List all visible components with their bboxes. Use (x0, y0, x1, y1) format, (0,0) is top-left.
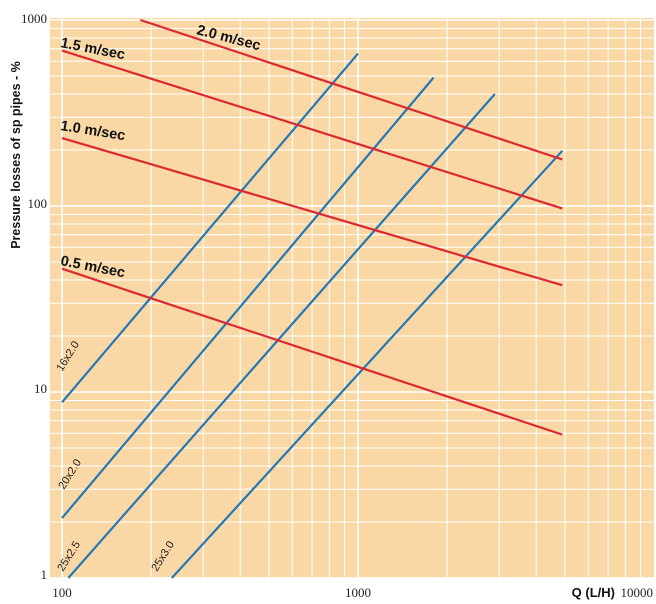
velocity-line-3 (61, 267, 563, 436)
x-tick-label-10000: 10000 (621, 585, 654, 600)
y-tick-label-10: 10 (34, 381, 47, 396)
plot-background (50, 18, 654, 578)
pipe-line-1 (61, 76, 435, 519)
velocity-line-1 (61, 49, 563, 210)
x-tick-label-1000: 1000 (345, 585, 371, 600)
y-tick-label-100: 100 (28, 196, 48, 211)
velocity-line-2 (61, 136, 563, 287)
y-tick-label-1: 1 (41, 567, 48, 582)
velocity-line-0 (140, 18, 563, 161)
velocity-series-group (61, 18, 563, 436)
x-axis-label: Q (L/H) (572, 585, 615, 600)
pipe-series-group (61, 52, 564, 579)
y-tick-label-1000: 1000 (21, 11, 47, 26)
pipe-line-2 (67, 93, 496, 579)
grid-lines (50, 18, 654, 579)
x-axis-ticks: 100 1000 10000 Q (L/H) (52, 585, 653, 600)
pipe-line-0 (61, 52, 359, 404)
pipe-line-3 (171, 150, 564, 579)
y-axis-label: Pressure losses of sp pipes - % (9, 61, 23, 249)
y-axis-ticks: 1000 100 10 1 (21, 11, 47, 582)
x-tick-label-100: 100 (52, 585, 72, 600)
